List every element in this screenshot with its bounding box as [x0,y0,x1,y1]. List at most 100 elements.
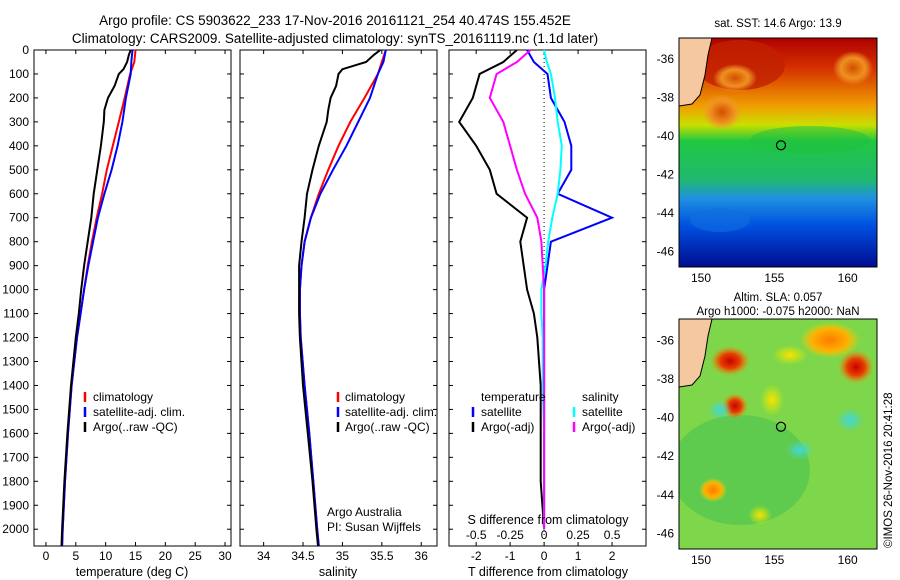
sst-eddy [702,94,742,130]
map-x-tick-label: 150 [691,271,711,285]
x-tick-label: 35 [336,549,350,563]
depth-tick-label: 1200 [2,331,29,345]
sla-ridge [748,505,772,525]
diff-xlabel-bottom: T difference from climatology [468,565,629,579]
legend-sal-title: salinity [582,390,619,404]
depth-tick-label: 1900 [2,498,29,512]
sla-eddy [838,350,874,384]
sla-trough [786,440,814,460]
sla-trough [836,408,864,432]
map-y-tick-label: -40 [657,129,675,143]
map-y-tick-label: -38 [657,372,675,386]
sla-map-title-2: Argo h1000: -0.075 h2000: NaN [696,306,859,318]
map-y-tick-label: -46 [657,527,675,541]
depth-tick-label: 1000 [2,283,29,297]
difference-axes [448,49,647,547]
sst-eddy [713,64,757,92]
x-tick-label: -1 [505,549,516,563]
sst-front [750,126,870,154]
depth-tick-label: 1800 [2,474,29,488]
legend-sat-label: satellite-adj. clim. [345,405,437,419]
depth-tick-label: 300 [9,115,29,129]
s-tick-label: -0.5 [466,528,487,542]
series-line-salinity-argo-adj- [488,49,546,530]
map-y-tick-label: -38 [657,91,675,105]
argo-float-marker [775,140,787,151]
map-y-tick-label: -44 [657,206,675,220]
depth-tick-label: 1100 [3,307,29,321]
map-x-tick-label: 155 [764,553,784,567]
x-tick-label: 20 [159,549,173,563]
salinity-xlabel: salinity [319,565,358,579]
salinity-legend: climatology satellite-adj. clim. Argo(..… [336,390,437,434]
legend-sat-label: satellite-adj. clim. [93,405,185,419]
x-tick-label: 36 [415,549,429,563]
map-y-tick-label: -36 [657,52,675,66]
sla-low [679,415,810,525]
x-tick-label: 34 [257,549,271,563]
series-line-salinity-satellite [540,49,563,530]
depth-tick-label: 800 [9,235,29,249]
sla-ridge [772,345,808,365]
legend-temp-title: temperature [481,390,546,404]
depth-tick-label: 900 [9,259,29,273]
x-tick-label: 5 [72,549,79,563]
temperature-axes [33,49,232,547]
x-tick-label: 10 [99,549,113,563]
legend-clim-label: climatology [345,390,405,404]
sst-map-frame [678,37,878,268]
x-tick-label: -2 [471,549,482,563]
sst-map: sat. SST: 14.6 Argo: 13.9 [678,18,878,268]
map-x-tick-label: 160 [838,553,858,567]
s-tick-label: 0.25 [566,528,590,542]
x-tick-label: 15 [129,549,143,563]
depth-tick-label: 0 [22,43,29,57]
profile-lines [60,49,615,547]
depth-tick-label: 1600 [2,426,29,440]
legend-sal-sat-label: satellite [582,405,623,419]
s-tick-label: -0.25 [496,528,524,542]
agency-annotation: Argo Australia [327,505,402,519]
depth-tick-label: 700 [9,211,29,225]
map-y-tick-label: -46 [657,245,675,259]
title-line-1: Argo profile: CS 5903622_233 17-Nov-2016… [99,13,571,28]
depth-tick-label: 1500 [2,402,29,416]
temperature-xlabel: temperature (deg C) [76,565,189,579]
coastline-land [679,319,713,388]
sla-map-title-1: Altim. SLA: 0.057 [734,292,823,304]
argo-float-marker [775,421,787,432]
series-line-temperature-argo-adj- [458,49,546,530]
depth-tick-label: 400 [9,139,29,153]
series-line-argo-raw-qc- [298,49,381,547]
sla-eddy [710,346,750,376]
depth-tick-label: 100 [9,67,29,81]
s-tick-label: 0.5 [604,528,621,542]
depth-tick-label: 600 [9,187,29,201]
pi-annotation: PI: Susan Wijffels [327,520,421,534]
x-tick-label: 30 [218,549,232,563]
legend-argo-label: Argo(..raw -QC) [93,420,178,434]
series-line-argo-raw-qc- [60,49,132,547]
map-x-tick-label: 160 [838,271,858,285]
x-tick-label: 0 [43,549,50,563]
sla-map: Altim. SLA: 0.057 Argo h1000: -0.075 h20… [678,292,878,550]
legend-argo-label: Argo(..raw -QC) [345,420,430,434]
x-tick-label: 2 [609,549,616,563]
depth-tick-label: 1400 [2,378,29,392]
tick-layer: 0100200300400500600700800900100011001200… [2,43,858,567]
coastline-land [679,38,713,107]
diff-xlabel-top: S difference from climatology [468,513,630,527]
sst-cold-patch [690,208,750,232]
map-y-tick-label: -36 [657,333,675,347]
map-x-tick-label: 150 [691,553,711,567]
depth-tick-label: 2000 [2,522,29,536]
map-y-tick-label: -44 [657,488,675,502]
map-y-tick-label: -40 [657,411,675,425]
legend-temp-sat-label: satellite [481,405,522,419]
series-line-climatology [61,49,137,547]
salinity-axes [239,49,438,547]
series-line-satellite-adj-clim- [298,49,387,547]
depth-tick-label: 200 [9,91,29,105]
sla-trough [708,400,732,420]
